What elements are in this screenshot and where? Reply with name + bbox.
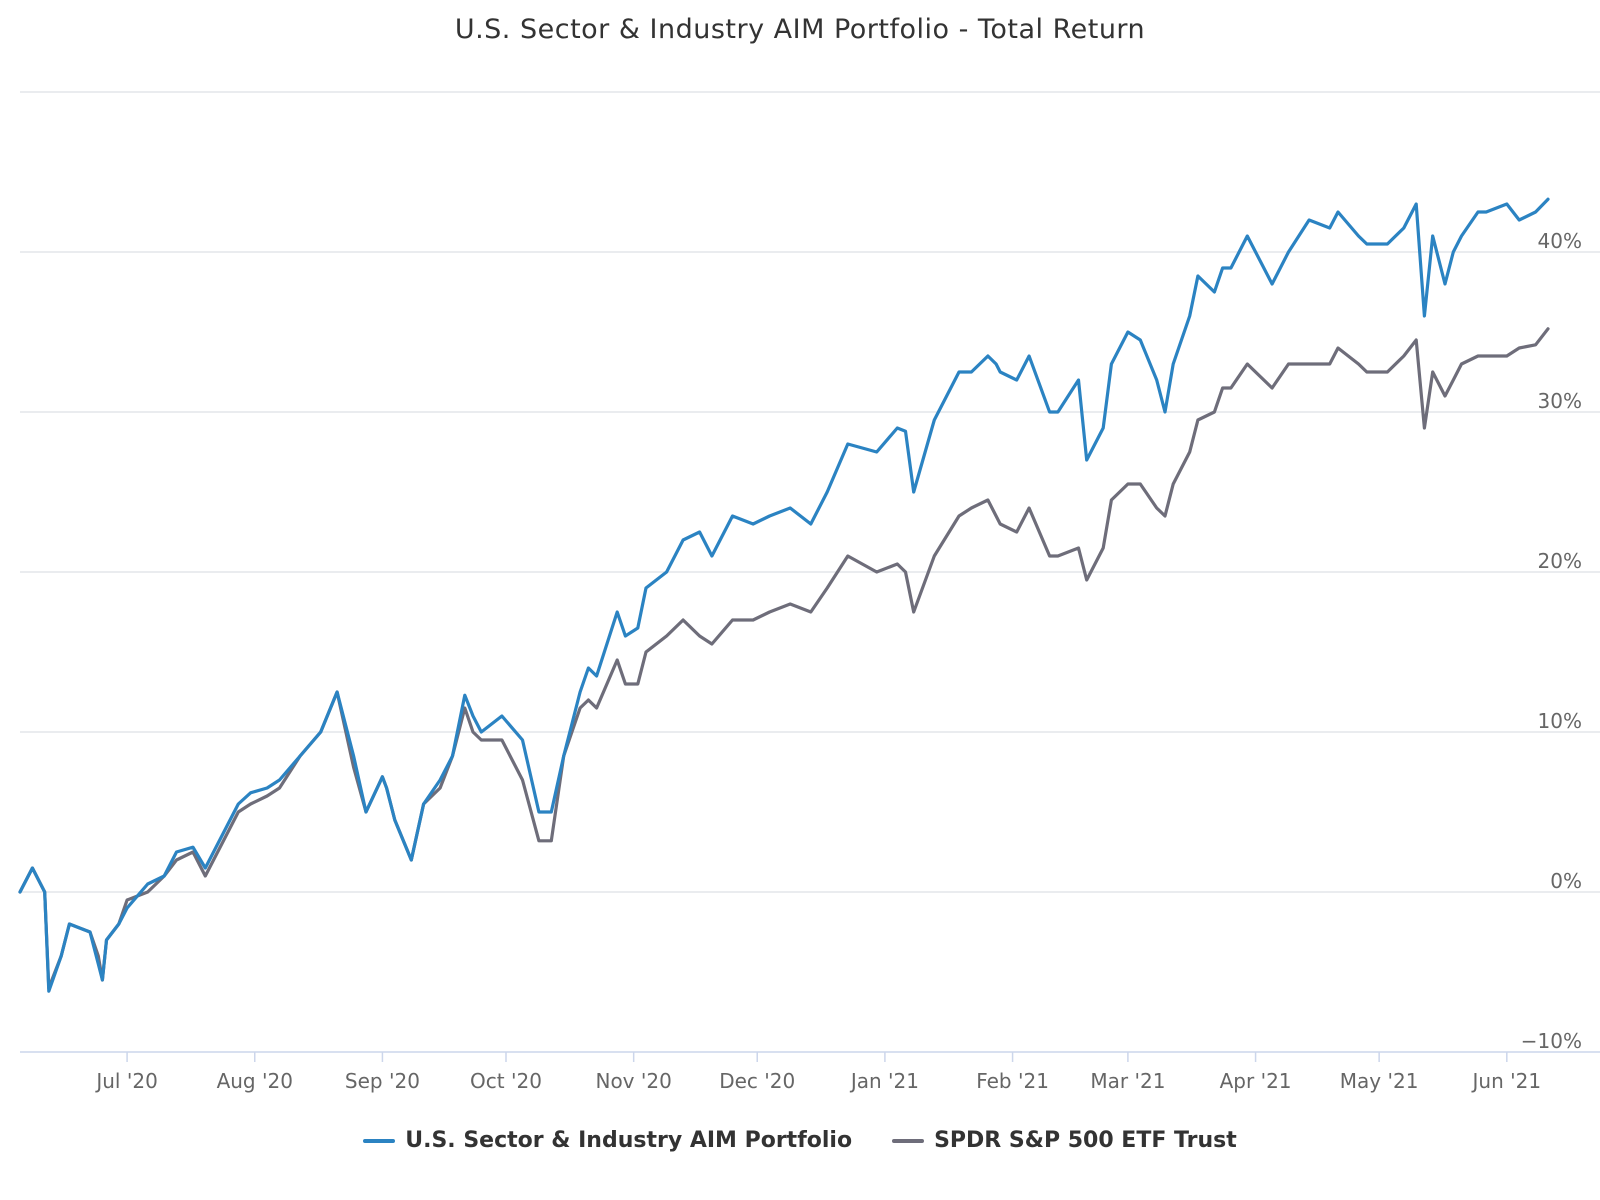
x-tick-label: Nov '20	[595, 1069, 671, 1093]
y-tick-label: 30%	[1538, 389, 1582, 413]
y-axis-labels: −10% 0% 10% 20% 30% 40%	[1521, 229, 1582, 1053]
legend-item-spdr[interactable]: SPDR S&P 500 ETF Trust	[892, 1128, 1237, 1153]
x-tick-label: Oct '20	[470, 1069, 542, 1093]
chart-title: U.S. Sector & Industry AIM Portfolio - T…	[454, 14, 1146, 45]
x-tick-label: Jul '20	[94, 1069, 157, 1093]
series-lines	[18, 197, 1550, 993]
series-line-portfolio[interactable]	[18, 197, 1550, 993]
x-tick-label: Apr '21	[1220, 1069, 1292, 1093]
x-axis-labels: Jul '20 Aug '20 Sep '20 Oct '20 Nov '20 Dec '…	[94, 1069, 1541, 1093]
x-tick-label: Dec '20	[719, 1069, 795, 1093]
x-tick-label: Jun '21	[1471, 1069, 1542, 1093]
x-tick-label: Feb '21	[976, 1069, 1049, 1093]
y-tick-label: 20%	[1538, 549, 1582, 573]
legend-label-spdr: SPDR S&P 500 ETF Trust	[934, 1128, 1237, 1153]
legend-label-portfolio: U.S. Sector & Industry AIM Portfolio	[405, 1128, 853, 1153]
x-axis	[20, 1051, 1600, 1062]
y-tick-label: −10%	[1521, 1029, 1582, 1053]
x-tick-label: Jan '21	[849, 1069, 919, 1093]
legend-swatch-portfolio	[363, 1138, 396, 1143]
y-tick-label: 40%	[1538, 229, 1582, 253]
x-tick-label: Sep '20	[345, 1069, 420, 1093]
y-tick-label: 10%	[1538, 709, 1582, 733]
legend: U.S. Sector & Industry AIM Portfolio SPD…	[0, 1128, 1600, 1153]
y-tick-label: 0%	[1550, 869, 1582, 893]
legend-swatch-spdr	[892, 1138, 925, 1143]
x-tick-label: Aug '20	[217, 1069, 293, 1093]
legend-item-portfolio[interactable]: U.S. Sector & Industry AIM Portfolio	[363, 1128, 852, 1153]
x-tick-label: May '21	[1340, 1069, 1419, 1093]
grid-lines	[20, 91, 1600, 893]
series-line-spdr[interactable]	[18, 327, 1550, 990]
x-tick-label: Mar '21	[1090, 1069, 1165, 1093]
